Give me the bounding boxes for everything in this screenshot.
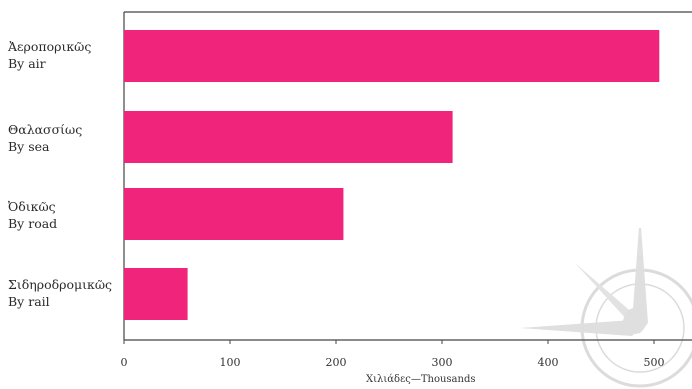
category-label: Σιδηροδρομικῶς By rail bbox=[8, 276, 112, 310]
x-tick-label: 200 bbox=[326, 356, 347, 369]
category-label: Ἀεροπορικῶς By air bbox=[8, 38, 91, 72]
bar-0 bbox=[124, 30, 660, 82]
category-label-line: By rail bbox=[8, 294, 50, 309]
x-axis-title: Χιλιάδες—Thousands bbox=[366, 374, 476, 385]
category-label-line: By air bbox=[8, 56, 46, 71]
x-tick-label: 300 bbox=[432, 356, 453, 369]
x-tick-label: 400 bbox=[538, 356, 559, 369]
x-tick-label: 500 bbox=[644, 356, 665, 369]
bars bbox=[124, 30, 660, 320]
bar-3 bbox=[124, 268, 188, 320]
category-label-line: Σιδηροδρομικῶς bbox=[8, 277, 113, 292]
category-label: Θαλασσίως By sea bbox=[8, 121, 82, 155]
x-tick-label: 0 bbox=[121, 356, 128, 369]
category-label-line: By sea bbox=[8, 139, 50, 154]
category-label: Ὀδικῶς By road bbox=[8, 198, 57, 232]
bar-1 bbox=[124, 111, 453, 163]
category-label-line: Ὀδικῶς bbox=[8, 199, 56, 214]
x-axis-ticks: 0 100 200 300 400 500 bbox=[121, 340, 665, 369]
bar-2 bbox=[124, 188, 344, 240]
category-label-line: By road bbox=[8, 216, 58, 231]
category-label-line: Θαλασσίως bbox=[8, 122, 83, 137]
category-label-line: Ἀεροπορικῶς bbox=[8, 39, 92, 54]
watermark-seal bbox=[520, 228, 692, 388]
x-tick-label: 100 bbox=[220, 356, 241, 369]
